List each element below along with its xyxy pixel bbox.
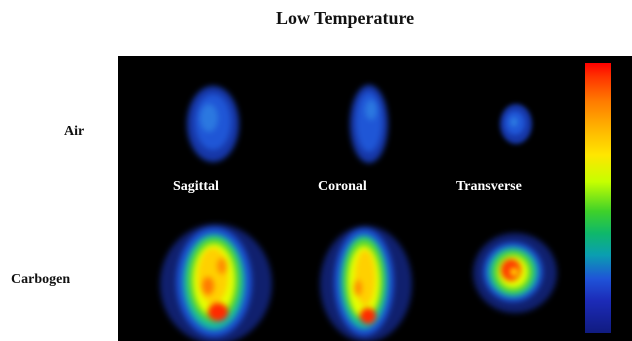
row-label-air: Air [64, 124, 85, 139]
color-scale-bar [585, 63, 611, 333]
air-transverse-scan [500, 104, 532, 144]
row-label-carbogen: Carbogen [11, 272, 71, 287]
carbogen-sagittal-scan [160, 224, 272, 341]
carbogen-coronal-scan [320, 226, 412, 341]
air-sagittal-scan [187, 86, 239, 162]
figure-title: Low Temperature [276, 8, 415, 28]
view-label-coronal: Coronal [318, 179, 367, 194]
view-label-transverse: Transverse [456, 179, 522, 194]
view-label-sagittal: Sagittal [173, 179, 219, 194]
air-coronal-scan [350, 85, 388, 163]
carbogen-transverse-scan [473, 233, 557, 313]
scan-panel: Sagittal Coronal Transverse [118, 56, 632, 341]
